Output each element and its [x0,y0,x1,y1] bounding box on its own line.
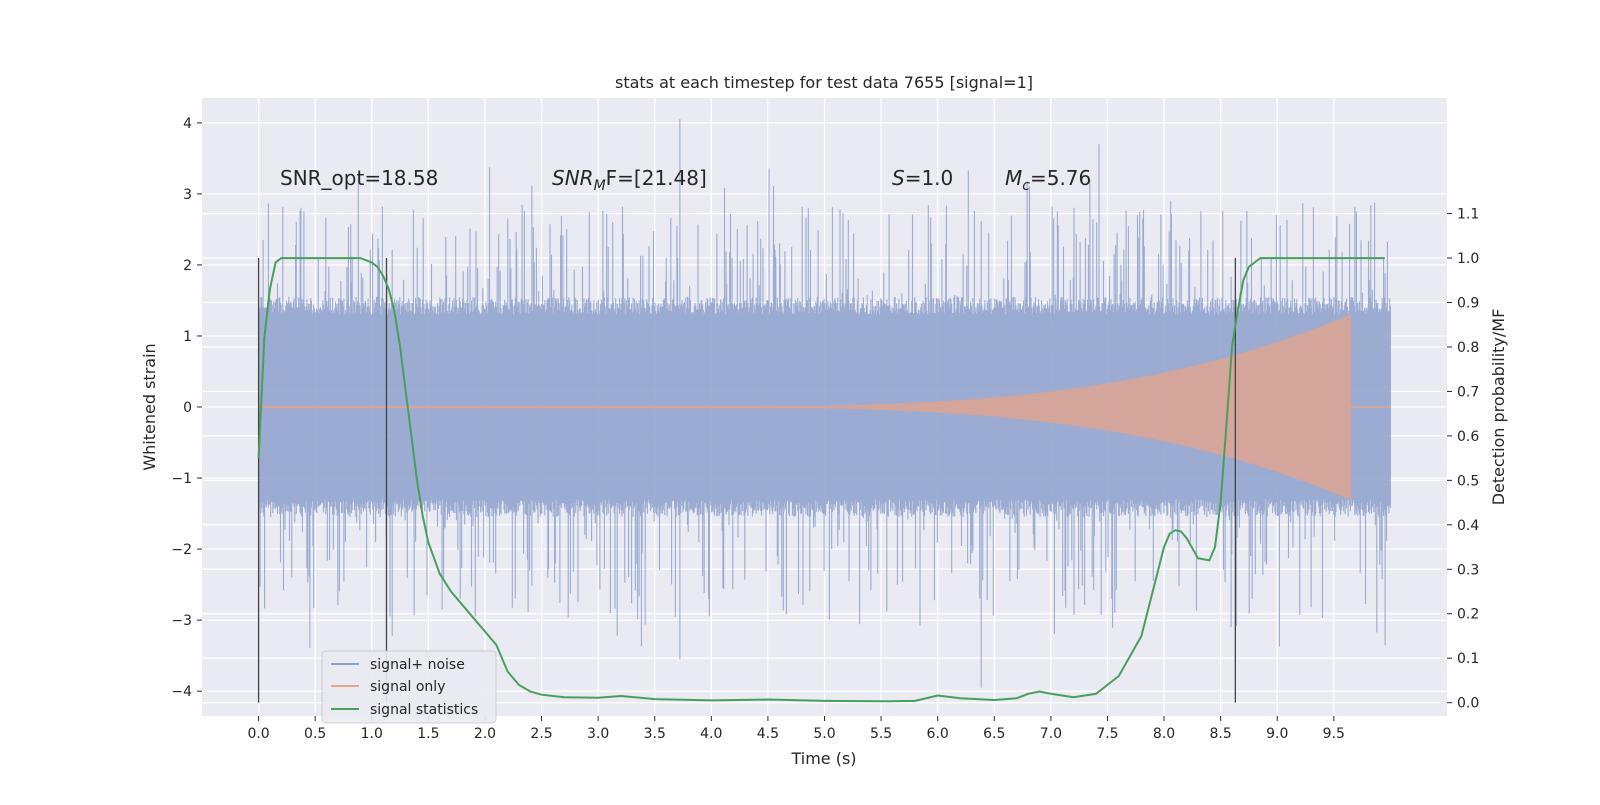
y-tick-label: 0 [183,400,192,416]
y2-tick-label: 0.9 [1457,296,1479,312]
axis-layer: 0.0 0.5 1.0 1.5 2.0 2.5 3.0 3.5 4.0 4.5 5.0 5.5 6.0 6… [171,116,1479,742]
s-rest: =1.0 [905,166,954,190]
x-tick-label: 9.5 [1323,726,1345,742]
y2-tick-label: 0.7 [1457,384,1479,400]
legend-label-signal-only: signal only [370,679,445,695]
y2-tick-label: 1.1 [1457,207,1479,223]
x-tick-label: 6.0 [927,726,949,742]
annotation-snr-mf: SNRMF=[21.48] [552,166,707,194]
legend-box [321,650,497,724]
y2-tick-label: 0.5 [1457,473,1479,489]
y2-tick-label: 1.0 [1457,251,1479,267]
y2-tick-label: 0.4 [1457,518,1479,534]
x-tick-label: 0.0 [247,726,269,742]
y-tick-label: 4 [183,116,192,132]
x-tick-label: 2.5 [530,726,552,742]
snr-mf-rest: F=[21.48] [606,166,707,190]
x-tick-label: 8.0 [1153,726,1175,742]
legend: signal+ noise signal only signal statist… [321,650,497,724]
y-tick-label: −1 [171,471,192,487]
y2-tick-label: 0.0 [1457,696,1479,712]
y2-axis-label: Detection probability/MF [1489,309,1508,506]
mc-subscript: c [1022,178,1030,194]
x-tick-label: 5.0 [813,726,835,742]
y-axis-label: Whitened strain [140,343,159,470]
snr-mf-base: SNR [552,166,594,190]
mc-base: M [1005,166,1022,190]
y2-tick-label: 0.8 [1457,340,1479,356]
mc-rest: =5.76 [1030,166,1091,190]
x-tick-label: 4.0 [700,726,722,742]
x-axis-label: Time (s) [790,749,856,768]
x-tick-label: 7.0 [1040,726,1062,742]
snr-mf-subscript: M [594,178,606,194]
y2-tick-label: 0.3 [1457,562,1479,578]
series-signal-statistics-line [257,257,1385,703]
snr-opt-text: SNR_opt=18.58 [280,166,438,190]
y-tick-label: 3 [183,187,192,203]
x-tick-label: 8.5 [1210,726,1232,742]
y-tick-label: −2 [171,542,192,558]
x-tick-label: 3.0 [587,726,609,742]
chart-title: stats at each timestep for test data 765… [615,73,1033,92]
marks-layer [257,119,1391,703]
y2-tick-label: 0.2 [1457,607,1479,623]
y-tick-label: −4 [171,684,192,700]
x-tick-label: 4.5 [757,726,779,742]
s-base: S [892,166,905,190]
annotation-snr-opt: SNR_opt=18.58 [280,166,438,190]
x-tick-label: 1.5 [417,726,439,742]
x-tick-label: 0.5 [304,726,326,742]
x-tick-label: 9.0 [1266,726,1288,742]
x-tick-label: 7.5 [1096,726,1118,742]
x-tick-label: 5.5 [870,726,892,742]
legend-label-signal-noise: signal+ noise [370,657,465,673]
y-tick-label: 1 [183,329,192,345]
y2-tick-label: 0.1 [1457,651,1479,667]
y-tick-label: −3 [171,613,192,629]
x-tick-label: 6.5 [983,726,1005,742]
legend-label-signal-statistics: signal statistics [370,702,478,718]
annotation-s: S=1.0 [892,166,953,190]
y2-tick-label: 0.6 [1457,429,1479,445]
annotation-mc: Mc=5.76 [1005,166,1091,194]
series-signal-only-area [258,314,1352,500]
x-tick-label: 3.5 [644,726,666,742]
x-tick-label: 2.0 [474,726,496,742]
x-tick-label: 1.0 [361,726,383,742]
y-tick-label: 2 [183,258,192,274]
